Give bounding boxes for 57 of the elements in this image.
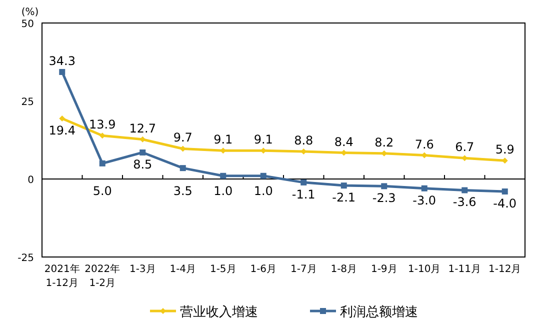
data-label: 9.1: [254, 132, 273, 147]
data-label: -1.1: [292, 187, 316, 202]
data-label: 8.2: [374, 135, 394, 150]
data-label: -3.0: [412, 193, 436, 208]
data-label: 9.1: [214, 132, 233, 147]
x-tick-label: 1-4月: [170, 264, 196, 275]
point: [421, 185, 428, 192]
y-tick-label: -25: [18, 253, 34, 264]
data-label: 6.7: [455, 140, 474, 154]
data-label: 8.8: [294, 134, 314, 148]
point: [59, 115, 66, 122]
data-label: 13.9: [89, 118, 116, 132]
data-label: 9.7: [173, 130, 192, 145]
x-tick-label: 2021年 1-12月: [44, 263, 80, 289]
data-label: 1.0: [214, 184, 233, 198]
data-label: 5.0: [92, 184, 112, 198]
point: [99, 160, 106, 166]
y-tick-label: 25: [21, 97, 34, 108]
point: [300, 179, 307, 186]
point: [140, 136, 146, 142]
data-label: -2.1: [332, 190, 356, 205]
data-label: -3.6: [452, 195, 476, 210]
legend-label: 营业收入增速: [180, 305, 258, 320]
x-tick-label: 2022年 1-2月: [84, 263, 120, 289]
point: [140, 149, 146, 156]
data-label: 7.6: [414, 137, 434, 152]
data-label: -2.3: [372, 191, 396, 206]
data-label: 19.4: [48, 123, 76, 138]
data-label: 1.0: [254, 184, 273, 198]
y-tick-label: 0: [28, 175, 34, 186]
data-label: 12.7: [129, 121, 156, 136]
point: [59, 68, 66, 75]
point: [220, 172, 226, 179]
point: [180, 165, 186, 172]
data-label: -4.0: [493, 196, 517, 210]
legend-label: 利润总额增速: [340, 305, 418, 320]
x-tick-label: 1-11月: [448, 264, 481, 275]
x-tick-label: 1-3月: [129, 264, 156, 275]
point: [340, 182, 347, 189]
point: [381, 183, 388, 190]
data-label: 34.3: [48, 54, 76, 68]
x-tick-label: 1-8月: [330, 264, 358, 275]
data-label: 8.4: [334, 134, 354, 149]
x-tick-label: 1-5月: [210, 264, 236, 275]
point: [502, 188, 508, 194]
y-axis-title: (%): [21, 7, 39, 18]
data-label: 3.5: [173, 184, 192, 198]
y-tick-label: 50: [21, 19, 34, 30]
data-label: 5.9: [495, 142, 514, 157]
point: [260, 172, 266, 179]
data-label: 8.5: [133, 157, 152, 172]
x-tick-label: 1-9月: [370, 264, 398, 275]
x-tick-label: 1-6月: [250, 264, 277, 275]
x-tick-label: 1-7月: [290, 264, 317, 275]
point: [462, 187, 468, 194]
x-tick-label: 1-10月: [408, 264, 441, 275]
x-tick-label: 1-12月: [488, 264, 522, 275]
